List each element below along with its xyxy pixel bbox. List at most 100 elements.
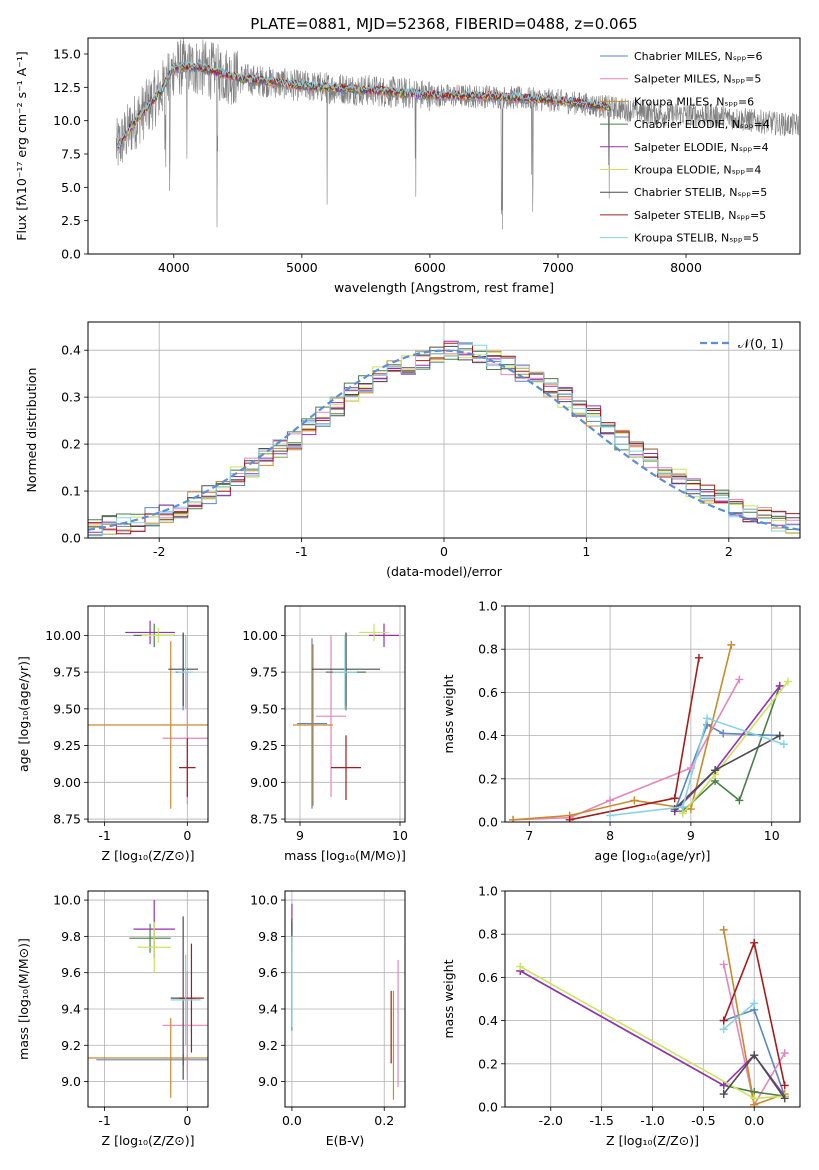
y-tick-label: 9.4 <box>258 1001 278 1016</box>
data-point <box>694 653 703 662</box>
panel-7: 0.0 0.2 9.0 9.2 9.4 9.6 9.8 10.0 E(B-V) <box>250 890 406 1148</box>
data-point <box>735 796 744 805</box>
y-tick-label: 0.0 <box>61 247 81 262</box>
data-point <box>735 675 744 684</box>
y-axis-label: mass [log₁₀(M/M⊙)] <box>16 938 31 1060</box>
data-point <box>516 962 525 971</box>
y-axis-label: mass weight <box>441 674 456 753</box>
plot-area <box>505 891 800 1107</box>
plot-area <box>505 606 800 822</box>
x-tick-label: -2.0 <box>539 1113 563 1128</box>
data-point <box>703 714 712 723</box>
y-tick-label: 0.0 <box>478 1100 498 1115</box>
series-line <box>723 1002 755 1030</box>
axes-frame <box>87 321 801 539</box>
data-point <box>719 1025 728 1034</box>
data-point <box>670 805 679 814</box>
y-tick-label: 0.4 <box>61 343 81 358</box>
y-tick-label: 9.0 <box>61 1074 81 1089</box>
y-tick-label: 8.75 <box>53 812 81 827</box>
y-tick-label: 0.2 <box>61 437 81 452</box>
x-axis-label: Z [log₁₀(Z/Z⊙)] <box>102 848 195 863</box>
data-point <box>606 796 615 805</box>
x-axis-label: wavelength [Angstrom, rest frame] <box>334 280 554 295</box>
y-tick-label: 0.8 <box>478 927 498 942</box>
data-point <box>750 938 759 947</box>
y-tick-label: 9.2 <box>61 1038 81 1053</box>
data-point <box>779 740 788 749</box>
y-tick-label: 1.0 <box>478 884 498 899</box>
legend-entry: Chabrier MILES, Nₛₚₚ=6 <box>634 50 763 63</box>
y-tick-label: 0.3 <box>61 390 81 405</box>
axes-frame <box>284 605 406 823</box>
x-tick-label: 8 <box>606 828 614 843</box>
axes-frame <box>284 890 406 1108</box>
x-tick-label: 0.0 <box>282 1113 302 1128</box>
panel-8: -2.0 -1.5 -1.0 -0.5 0.0 0.0 0.2 0.4 0.6 0.8 1.0 Z [… <box>441 884 801 1148</box>
data-point <box>775 681 784 690</box>
y-tick-label: 2.5 <box>61 213 81 228</box>
y-tick-label: 10.0 <box>250 893 278 908</box>
y-axis-label: Normed distribution <box>24 368 39 493</box>
x-tick-label: 0.2 <box>374 1113 394 1128</box>
x-tick-label: 8000 <box>670 260 702 275</box>
data-point <box>606 811 615 820</box>
y-tick-label: 9.50 <box>53 701 81 716</box>
plot-area <box>115 38 799 230</box>
series-line <box>682 685 781 812</box>
legend-entry: Salpeter ELODIE, Nₛₚₚ=4 <box>634 141 769 154</box>
plot-area <box>88 322 800 538</box>
x-tick-label: 9 <box>296 828 304 843</box>
y-tick-label: 5.0 <box>61 180 81 195</box>
y-tick-label: 9.6 <box>258 965 278 980</box>
x-tick-label: -1 <box>98 828 110 843</box>
plot-area <box>88 891 208 1107</box>
x-tick-label: 5000 <box>286 260 318 275</box>
y-tick-label: 0.8 <box>478 642 498 657</box>
y-tick-label: 0.1 <box>61 484 81 499</box>
data-point <box>509 815 518 822</box>
data-point <box>719 925 728 934</box>
y-tick-label: 9.00 <box>53 775 81 790</box>
y-tick-label: 9.8 <box>61 929 81 944</box>
x-tick-label: 7 <box>525 828 533 843</box>
x-tick-label: -1.5 <box>589 1113 613 1128</box>
y-axis-label: age [log₁₀(age/yr)] <box>16 656 31 772</box>
x-axis-label: Z [log₁₀(Z/Z⊙)] <box>102 1133 195 1148</box>
y-tick-label: 8.75 <box>250 812 278 827</box>
x-tick-label: 9 <box>687 828 695 843</box>
data-point <box>678 802 687 811</box>
y-axis-label: mass weight <box>441 959 456 1038</box>
data-point <box>719 729 728 738</box>
data-point <box>775 731 784 740</box>
data-point <box>750 1094 759 1103</box>
x-axis-label: Z [log₁₀(Z/Z⊙)] <box>606 1133 699 1148</box>
histogram-step <box>88 342 800 537</box>
x-tick-label: 0 <box>440 544 448 559</box>
histogram-step <box>88 342 800 535</box>
y-tick-label: 0.0 <box>478 815 498 830</box>
y-tick-label: 10.0 <box>53 113 81 128</box>
axes-frame <box>504 890 801 1108</box>
y-tick-label: 1.0 <box>478 599 498 614</box>
plot-area <box>285 891 405 1107</box>
data-point <box>780 1049 789 1057</box>
y-tick-label: 0.6 <box>478 685 498 700</box>
x-tick-label: 10 <box>764 828 780 843</box>
y-tick-label: 9.00 <box>250 775 278 790</box>
data-point <box>719 960 728 969</box>
series-line <box>610 717 785 817</box>
x-axis-label: (data-model)/error <box>386 564 503 579</box>
y-tick-label: 9.25 <box>53 738 81 753</box>
y-tick-label: 0.2 <box>478 771 498 786</box>
data-point <box>780 1094 789 1103</box>
panel-1: 4000 5000 6000 7000 8000 0.0 2.5 5.0 7.5 10.0 12.5… <box>14 37 801 295</box>
y-tick-label: 9.6 <box>61 965 81 980</box>
x-axis-label: mass [log₁₀(M/M⊙)] <box>284 848 406 863</box>
model-line <box>117 62 612 147</box>
y-tick-label: 12.5 <box>53 80 81 95</box>
y-tick-label: 9.50 <box>250 701 278 716</box>
x-tick-label: 6000 <box>414 260 446 275</box>
legend-entry: Kroupa STELIB, Nₛₚₚ=5 <box>634 232 759 245</box>
